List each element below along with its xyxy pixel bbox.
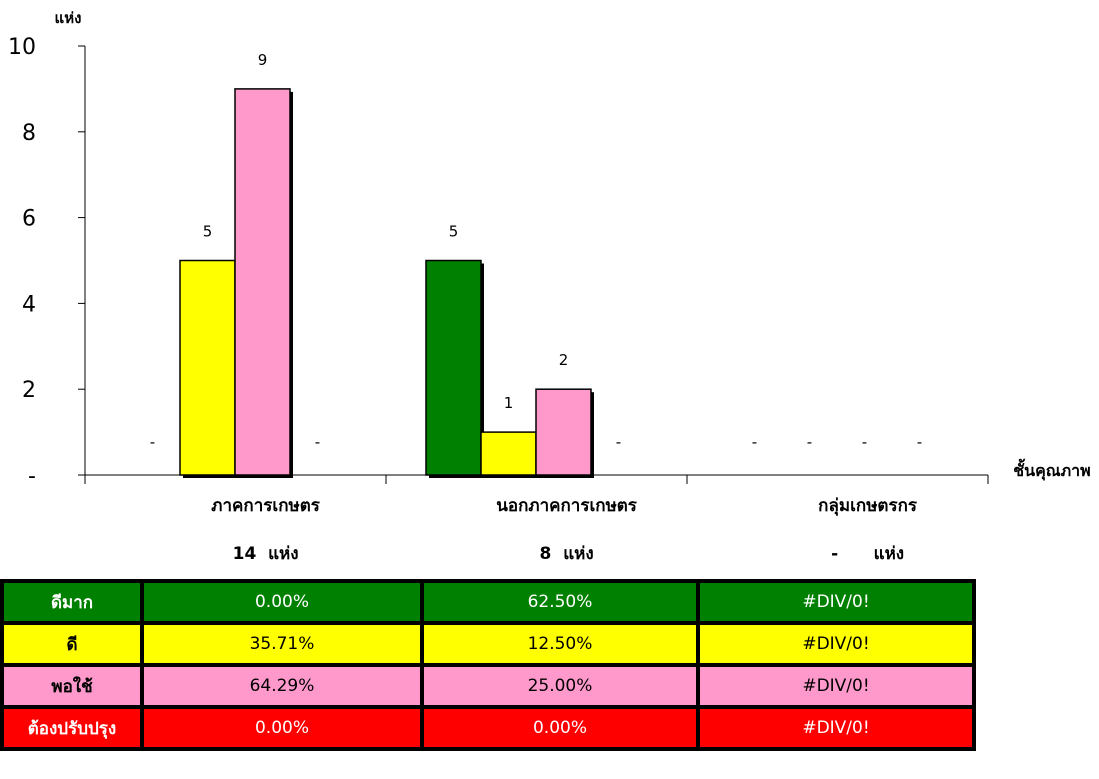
table-row: ดีมาก 0.00% 62.50% #DIV/0! xyxy=(0,579,976,625)
chart-axes: - 2 4 6 8 10 xyxy=(8,35,989,489)
table-row: ต้องปรับปรุง 0.00% 0.00% #DIV/0! xyxy=(0,705,976,751)
percentage-table: ดีมาก 0.00% 62.50% #DIV/0! ดี 35.71% 12.50% #DI… xyxy=(0,579,976,751)
x-tick-label: ภาคการเกษตร xyxy=(211,496,320,516)
table-cell: 0.00% xyxy=(420,705,700,751)
x-tick-label: นอกภาคการเกษตร xyxy=(496,496,637,516)
data-label: - xyxy=(616,433,621,451)
table-row: พอใช้ 64.29% 25.00% #DIV/0! xyxy=(0,663,976,709)
data-label: - xyxy=(752,433,757,451)
row-label: ต้องปรับปรุง xyxy=(0,705,144,751)
table-cell: 64.29% xyxy=(140,663,424,709)
data-label: 2 xyxy=(559,351,569,369)
x-tick-label: กลุ่มเกษตรกร xyxy=(818,496,918,516)
table-cell: 0.00% xyxy=(140,705,424,751)
data-label: - xyxy=(917,433,922,451)
y-axis-label: แห่ง xyxy=(55,9,82,27)
bar xyxy=(480,431,537,476)
category-count: - แห่ง xyxy=(831,544,905,564)
data-label: 5 xyxy=(449,223,459,241)
row-label: ดี xyxy=(0,621,144,667)
data-label: - xyxy=(315,433,320,451)
row-label: ดีมาก xyxy=(0,579,144,625)
table-cell: #DIV/0! xyxy=(696,579,976,625)
table-row: ดี 35.71% 12.50% #DIV/0! xyxy=(0,621,976,667)
bar xyxy=(535,388,592,476)
data-label: - xyxy=(150,433,155,451)
bar xyxy=(425,259,482,476)
table-cell: #DIV/0! xyxy=(696,705,976,751)
table-cell: 0.00% xyxy=(140,579,424,625)
data-label: 9 xyxy=(258,51,268,69)
table-cell: 25.00% xyxy=(420,663,700,709)
y-tick-label: 2 xyxy=(22,378,36,403)
table-cell: #DIV/0! xyxy=(696,663,976,709)
data-label: - xyxy=(807,433,812,451)
bar xyxy=(234,88,291,476)
table-cell: #DIV/0! xyxy=(696,621,976,667)
data-label: 5 xyxy=(203,223,213,241)
y-tick-label: - xyxy=(28,464,36,489)
data-label: - xyxy=(862,433,867,451)
table-cell: 12.50% xyxy=(420,621,700,667)
x-axis-label: ชั้นคุณภาพ xyxy=(1013,458,1090,481)
bar-chart: - 2 4 6 8 10 - 5 9 - 5 1 2 - - - - - แห่ง ชั้นคุณภาพ xyxy=(8,9,1091,489)
y-tick-label: 6 xyxy=(22,207,36,232)
y-tick-label: 10 xyxy=(8,35,36,60)
category-count: 8 แห่ง xyxy=(539,544,594,564)
data-label: 1 xyxy=(504,394,514,412)
row-label: พอใช้ xyxy=(0,663,144,709)
y-tick-label: 4 xyxy=(22,292,36,317)
chart-bars xyxy=(179,88,594,479)
table-cell: 62.50% xyxy=(420,579,700,625)
table-cell: 35.71% xyxy=(140,621,424,667)
bar xyxy=(179,259,236,476)
chart-labels: - 5 9 - 5 1 2 - - - - - xyxy=(150,51,922,451)
category-count: 14 แห่ง xyxy=(232,544,299,564)
y-tick-label: 8 xyxy=(22,121,36,146)
